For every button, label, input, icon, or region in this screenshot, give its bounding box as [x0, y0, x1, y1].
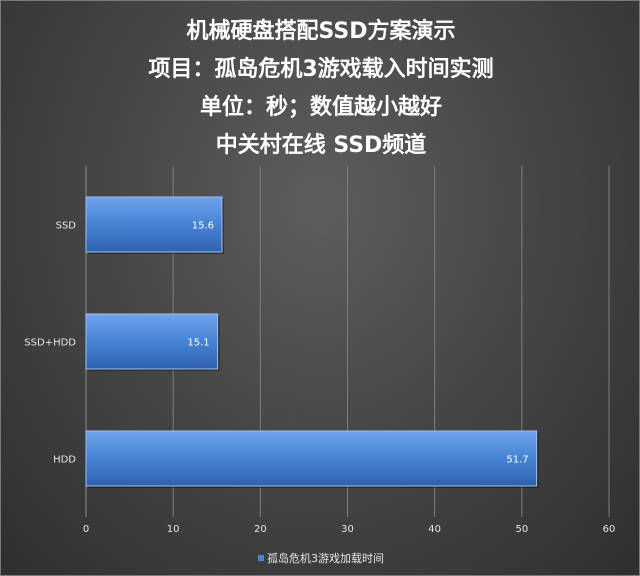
legend: 孤岛危机3游戏加载时间: [1, 550, 640, 566]
category-label-0: SSD: [56, 221, 77, 232]
data-label-0: 15.6: [192, 221, 214, 232]
x-tick-label-0: 0: [83, 524, 89, 535]
chart-title-line-2: 项目：孤岛危机3游戏载入时间实测: [148, 57, 494, 82]
chart-title-line-1: 机械硬盘搭配SSD方案演示: [186, 19, 456, 44]
chart-title-line-4: 中关村在线 SSD频道: [215, 133, 427, 158]
bars: [85, 196, 539, 488]
category-label-1: SSD+HDD: [24, 338, 76, 349]
chart-title-block: 机械硬盘搭配SSD方案演示 项目：孤岛危机3游戏载入时间实测 单位：秒；数值越小…: [1, 13, 640, 165]
bar-0: [85, 196, 223, 253]
bar-2: [85, 430, 538, 487]
bar-1: [85, 313, 219, 370]
chart-title-line-3: 单位：秒；数值越小越好: [199, 95, 442, 120]
x-tick-label-30: 30: [341, 524, 354, 535]
legend-swatch: [258, 555, 264, 561]
data-label-2: 51.7: [506, 455, 528, 466]
legend-label: 孤岛危机3游戏加载时间: [267, 552, 384, 565]
x-tick-label-40: 40: [428, 524, 441, 535]
data-label-1: 15.1: [187, 338, 209, 349]
category-label-2: HDD: [53, 455, 76, 466]
x-tick-label-50: 50: [515, 524, 528, 535]
x-tick-label-60: 60: [603, 524, 616, 535]
x-tick-label-10: 10: [167, 524, 180, 535]
x-tick-label-20: 20: [254, 524, 267, 535]
labels: 0 10 20 30 40 50 60 15.6 SSD 15.1 SSD+HDD 51.7 HDD: [24, 221, 615, 536]
